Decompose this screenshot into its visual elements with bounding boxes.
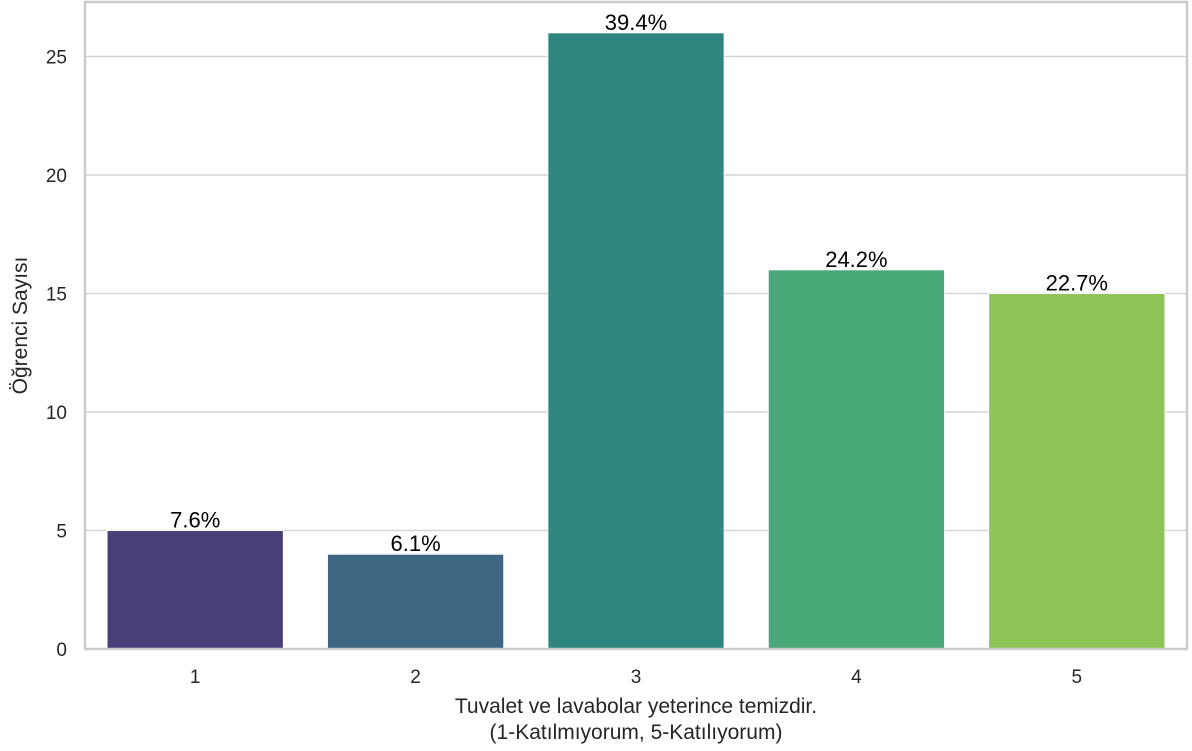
bar-2 [326, 553, 505, 650]
bar-4 [767, 269, 946, 650]
y-tick-label: 10 [46, 403, 67, 424]
x-tick-label: 2 [410, 667, 421, 688]
y-tick-label: 25 [46, 48, 67, 69]
bar-value-label: 22.7% [1046, 271, 1108, 296]
plot-frame [83, 0, 1189, 651]
x-tick-label: 5 [1072, 667, 1083, 688]
y-tick-label: 15 [46, 285, 67, 306]
x-tick-label: 1 [190, 667, 201, 688]
y-axis-ticks: 0 5 10 15 20 25 [46, 48, 67, 661]
y-tick-label: 20 [46, 166, 67, 187]
bar-value-label: 24.2% [825, 247, 887, 272]
bars [106, 32, 1166, 650]
bar-1 [106, 530, 284, 650]
x-tick-label: 3 [631, 667, 642, 688]
bar-value-labels: 7.6% 6.1% 39.4% 24.2% 22.7% [170, 10, 1108, 556]
x-tick-label: 4 [851, 667, 862, 688]
y-tick-label: 5 [56, 522, 67, 543]
bar-value-label: 7.6% [170, 508, 220, 533]
bar-5 [988, 293, 1166, 650]
x-axis-label-line2: (1-Katılmıyorum, 5-Katılıyorum) [490, 721, 783, 744]
x-axis-ticks: 1 2 3 4 5 [190, 667, 1082, 688]
x-axis-label-line1: Tuvalet ve lavabolar yeterince temizdir. [455, 695, 817, 718]
bar-value-label: 39.4% [605, 10, 667, 35]
y-tick-label: 0 [56, 640, 67, 661]
bar-3 [547, 32, 725, 650]
y-axis-label: Öğrenci Sayısı [9, 257, 32, 395]
bar-value-label: 6.1% [391, 531, 441, 556]
